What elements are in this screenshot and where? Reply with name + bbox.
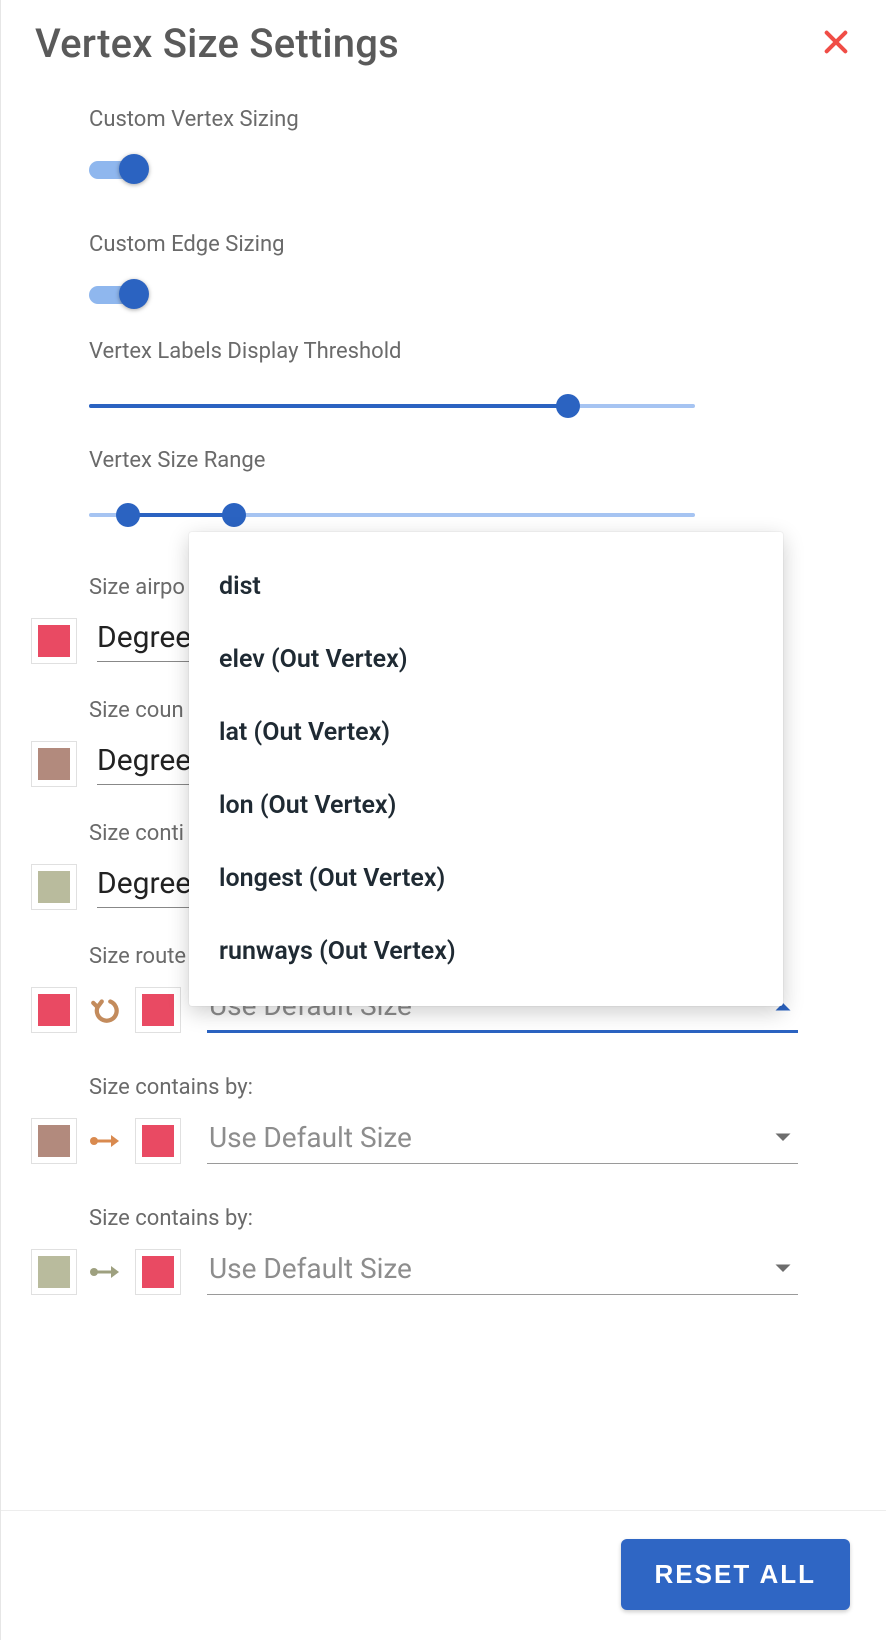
edge-from-swatch[interactable] bbox=[31, 1118, 77, 1164]
vertex-color-swatch[interactable] bbox=[31, 741, 77, 787]
edge-size-by-select[interactable]: Use Default Size bbox=[207, 1118, 798, 1164]
custom-edge-sizing-toggle[interactable] bbox=[89, 279, 149, 309]
close-icon bbox=[820, 26, 852, 58]
edge-size-row: Size contains by: Use Default Size bbox=[89, 1206, 798, 1295]
loop-arrow-icon bbox=[89, 993, 123, 1027]
edge-from-swatch[interactable] bbox=[31, 1249, 77, 1295]
vertex-color-swatch[interactable] bbox=[31, 864, 77, 910]
panel-title: Vertex Size Settings bbox=[35, 20, 399, 67]
custom-edge-sizing-label: Custom Edge Sizing bbox=[89, 232, 798, 257]
labels-threshold-label: Vertex Labels Display Threshold bbox=[89, 339, 798, 364]
custom-edge-sizing-field: Custom Edge Sizing bbox=[89, 232, 798, 309]
edge-size-row: Size contains by: Use Default Size bbox=[89, 1075, 798, 1164]
swatch-fill bbox=[142, 1256, 174, 1288]
close-button[interactable] bbox=[820, 26, 852, 62]
edge-size-row-label: Size contains by: bbox=[89, 1206, 798, 1231]
reset-all-button[interactable]: RESET ALL bbox=[621, 1539, 850, 1610]
slider-fill bbox=[128, 513, 234, 517]
custom-vertex-sizing-label: Custom Vertex Sizing bbox=[89, 107, 798, 132]
arrow-right-icon bbox=[89, 1263, 123, 1281]
dropdown-item[interactable]: dist bbox=[189, 550, 783, 623]
edge-size-row-body: Use Default Size bbox=[31, 1118, 798, 1164]
size-attribute-dropdown[interactable]: distelev (Out Vertex)lat (Out Vertex)lon… bbox=[189, 532, 783, 1006]
swatch-fill bbox=[38, 625, 70, 657]
toggle-thumb bbox=[119, 279, 149, 309]
chevron-down-icon bbox=[774, 1132, 792, 1144]
select-placeholder: Use Default Size bbox=[209, 1121, 412, 1154]
edge-arrow bbox=[89, 1263, 123, 1281]
dropdown-item[interactable]: runways (Out Vertex) bbox=[189, 915, 783, 988]
edge-to-swatch[interactable] bbox=[135, 987, 181, 1033]
panel-footer: RESET ALL bbox=[1, 1510, 886, 1640]
arrow-right-icon bbox=[89, 1132, 123, 1150]
swatch-fill bbox=[38, 1125, 70, 1157]
edge-from-swatch[interactable] bbox=[31, 987, 77, 1033]
swatch-fill bbox=[38, 994, 70, 1026]
edge-size-by-select[interactable]: Use Default Size bbox=[207, 1249, 798, 1295]
slider-thumb-low[interactable] bbox=[116, 503, 140, 527]
dropdown-item[interactable]: elev (Out Vertex) bbox=[189, 623, 783, 696]
panel-header: Vertex Size Settings bbox=[1, 0, 886, 77]
edge-to-swatch[interactable] bbox=[135, 1118, 181, 1164]
dropdown-item[interactable]: longest (Out Vertex) bbox=[189, 842, 783, 915]
size-range-label: Vertex Size Range bbox=[89, 448, 798, 473]
edge-to-swatch[interactable] bbox=[135, 1249, 181, 1295]
select-placeholder: Use Default Size bbox=[209, 1252, 412, 1285]
custom-vertex-sizing-toggle[interactable] bbox=[89, 154, 149, 184]
chevron-down-icon bbox=[774, 1263, 792, 1275]
swatch-fill bbox=[142, 1125, 174, 1157]
swatch-fill bbox=[38, 1256, 70, 1288]
toggle-thumb bbox=[119, 154, 149, 184]
select-caret bbox=[774, 1132, 792, 1144]
edge-size-row-body: Use Default Size bbox=[31, 1249, 798, 1295]
dropdown-item[interactable]: lat (Out Vertex) bbox=[189, 696, 783, 769]
slider-thumb-high[interactable] bbox=[222, 503, 246, 527]
dropdown-item[interactable]: lon (Out Vertex) bbox=[189, 769, 783, 842]
edge-size-row-label: Size contains by: bbox=[89, 1075, 798, 1100]
labels-threshold-slider[interactable] bbox=[89, 394, 695, 418]
vertex-color-swatch[interactable] bbox=[31, 618, 77, 664]
labels-threshold-field: Vertex Labels Display Threshold bbox=[89, 339, 798, 418]
edge-arrow bbox=[89, 1132, 123, 1150]
custom-vertex-sizing-field: Custom Vertex Sizing bbox=[89, 107, 798, 184]
slider-fill bbox=[89, 404, 568, 408]
size-range-slider[interactable] bbox=[89, 503, 695, 527]
swatch-fill bbox=[38, 748, 70, 780]
swatch-fill bbox=[142, 994, 174, 1026]
vertex-size-settings-panel: Vertex Size Settings Custom Vertex Sizin… bbox=[0, 0, 886, 1640]
edge-arrow bbox=[89, 993, 123, 1027]
swatch-fill bbox=[38, 871, 70, 903]
select-caret bbox=[774, 1263, 792, 1275]
size-range-field: Vertex Size Range bbox=[89, 448, 798, 527]
slider-thumb[interactable] bbox=[556, 394, 580, 418]
